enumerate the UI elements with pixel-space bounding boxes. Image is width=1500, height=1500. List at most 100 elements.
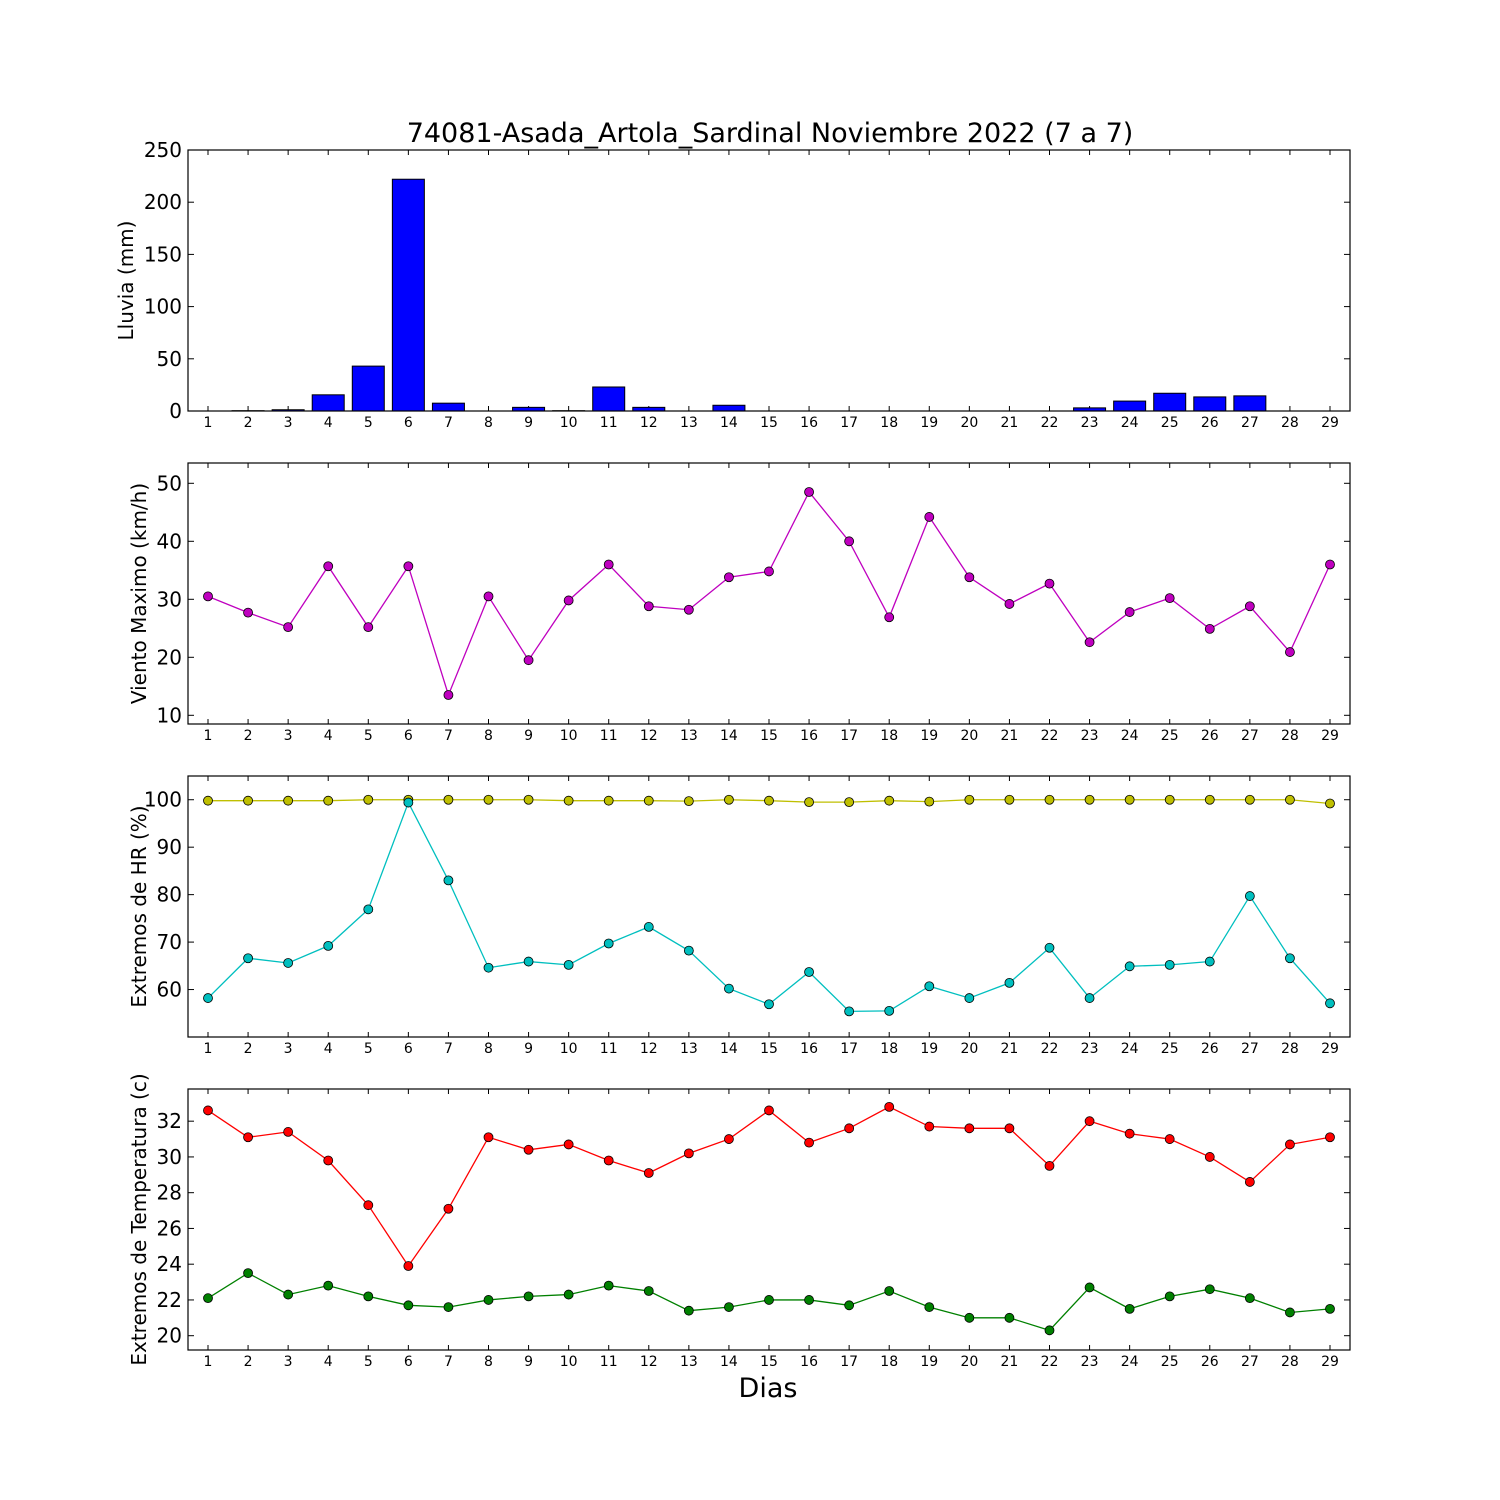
rain-bar [1193, 396, 1227, 412]
data-point [403, 797, 414, 808]
x-tick-label: 25 [1161, 1354, 1179, 1370]
y-axis-label: Viento Maximo (km/h) [127, 483, 151, 704]
x-tick-label: 25 [1161, 1041, 1179, 1057]
y-tick-label: 30 [157, 587, 182, 611]
x-tick-label: 28 [1281, 1354, 1299, 1370]
data-point [403, 1261, 414, 1271]
data-point [884, 1286, 895, 1296]
x-tick-label: 27 [1241, 728, 1259, 744]
x-tick-label: 27 [1241, 1041, 1259, 1057]
data-point [1325, 1303, 1335, 1314]
data-point [1164, 959, 1175, 970]
x-tick-label: 17 [840, 1354, 858, 1370]
data-point [523, 1144, 534, 1155]
data-point [483, 1295, 494, 1305]
data-point [884, 795, 895, 806]
data-point [683, 1305, 694, 1316]
data-point [1325, 798, 1335, 809]
data-point [563, 959, 574, 970]
data-point [1124, 607, 1135, 617]
data-point [764, 566, 774, 577]
data-point [724, 1302, 734, 1312]
data-point [1084, 794, 1095, 805]
x-tick-label: 26 [1201, 728, 1219, 744]
data-point [443, 875, 454, 886]
data-point [643, 922, 654, 932]
x-tick-label: 29 [1321, 1354, 1339, 1370]
x-tick-label: 6 [404, 728, 413, 744]
y-axis-label: Extremos de HR (%) [127, 805, 151, 1007]
x-tick-label: 6 [404, 1041, 413, 1057]
x-tick-label: 23 [1081, 1041, 1099, 1057]
data-point [523, 655, 534, 666]
rain-bar [431, 402, 465, 412]
data-point [1044, 1160, 1055, 1171]
rain-bar [351, 365, 385, 412]
data-point [764, 1105, 774, 1116]
x-tick-label: 20 [960, 728, 978, 744]
data-point [243, 795, 253, 806]
data-point [1084, 1282, 1095, 1293]
data-point [1004, 599, 1015, 609]
data-point [924, 1121, 935, 1132]
y-tick-label: 90 [157, 835, 182, 859]
series-line-1 [207, 1106, 1331, 1268]
data-point [283, 1127, 294, 1137]
x-tick-label: 10 [560, 1041, 578, 1057]
data-point [363, 794, 374, 805]
x-tick-label: 22 [1041, 1354, 1059, 1370]
x-tick-label: 11 [600, 1354, 618, 1370]
chart-title: 74081-Asada_Artola_Sardinal Noviembre 20… [407, 118, 1134, 149]
x-tick-label: 11 [600, 415, 618, 431]
data-point [764, 999, 774, 1010]
series-line-2 [207, 800, 1331, 1013]
x-tick-label: 6 [404, 415, 413, 431]
data-point [643, 795, 654, 806]
x-tick-label: 21 [1001, 728, 1019, 744]
x-tick-label: 4 [324, 728, 333, 744]
data-point [243, 1132, 253, 1143]
data-point [203, 993, 213, 1003]
data-point [603, 795, 614, 806]
data-point [323, 940, 334, 951]
data-point [844, 1300, 855, 1311]
data-point [964, 1312, 975, 1323]
x-tick-label: 5 [364, 415, 373, 431]
data-point [764, 1295, 774, 1305]
x-tick-label: 20 [960, 415, 978, 431]
y-tick-label: 22 [157, 1288, 182, 1312]
x-tick-label: 9 [524, 1354, 533, 1370]
plot-frame [187, 149, 1351, 412]
data-point [323, 795, 334, 806]
data-point [1164, 1291, 1175, 1302]
data-point [1044, 794, 1055, 805]
x-tick-label: 28 [1281, 415, 1299, 431]
data-point [1124, 794, 1135, 805]
data-point [1044, 1325, 1055, 1336]
data-point [563, 595, 574, 606]
rain-bar [1153, 392, 1187, 412]
x-tick-label: 17 [840, 728, 858, 744]
data-point [243, 953, 253, 964]
x-tick-label: 21 [1001, 1041, 1019, 1057]
x-tick-label: 18 [880, 728, 898, 744]
data-point [1164, 1134, 1175, 1144]
x-tick-label: 11 [600, 728, 618, 744]
x-tick-label: 29 [1321, 415, 1339, 431]
data-point [283, 795, 294, 806]
data-point [884, 612, 895, 623]
x-axis-label: Dias [739, 1373, 798, 1404]
data-point [1325, 1132, 1335, 1143]
data-point [724, 572, 734, 583]
x-tick-label: 24 [1121, 728, 1139, 744]
data-point [443, 1203, 454, 1214]
x-tick-label: 15 [760, 415, 778, 431]
data-point [1244, 794, 1255, 805]
data-point [563, 795, 574, 806]
data-point [1164, 794, 1175, 805]
x-tick-label: 1 [204, 1354, 213, 1370]
x-tick-label: 11 [600, 1041, 618, 1057]
